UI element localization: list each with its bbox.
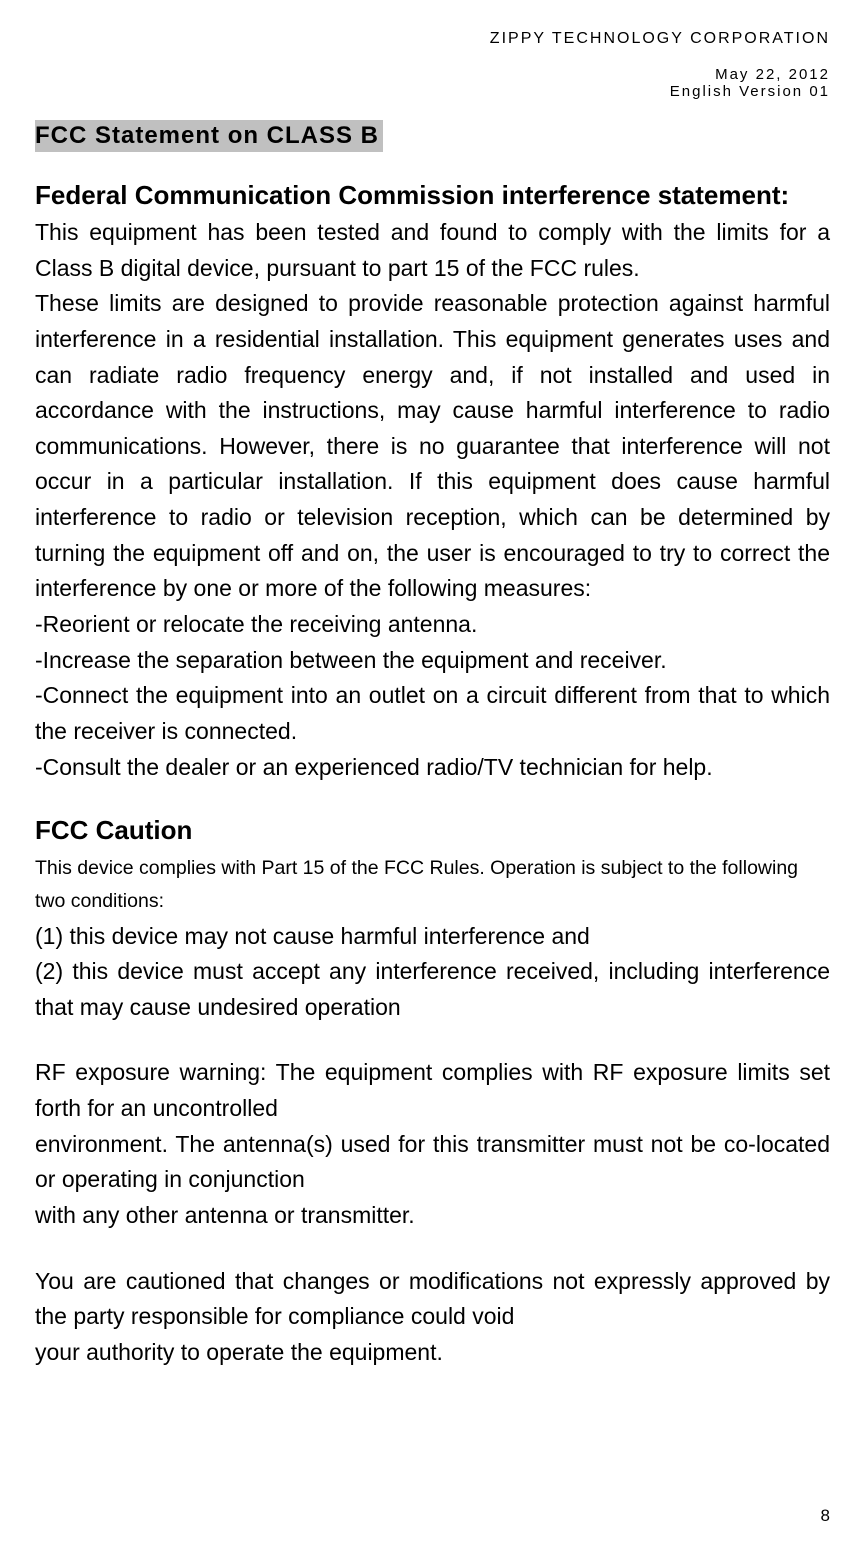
- fcc-bullet-2: -Increase the separation between the equ…: [35, 643, 830, 679]
- section-title: FCC Statement on CLASS B: [35, 120, 383, 152]
- fcc-caution-cond2: (2) this device must accept any interfer…: [35, 954, 830, 1025]
- fcc-bullet-3: -Connect the equipment into an outlet on…: [35, 678, 830, 749]
- modification-caution-2: your authority to operate the equipment.: [35, 1335, 830, 1371]
- section-title-container: FCC Statement on CLASS B: [35, 120, 830, 180]
- header-company: ZIPPY TECHNOLOGY CORPORATION: [35, 30, 830, 48]
- fcc-bullet-4: -Consult the dealer or an experienced ra…: [35, 750, 830, 786]
- fcc-caution-cond1: (1) this device may not cause harmful in…: [35, 919, 830, 955]
- fcc-bullet-1: -Reorient or relocate the receiving ante…: [35, 607, 830, 643]
- fcc-statement-heading: Federal Communication Commission interfe…: [35, 180, 830, 211]
- rf-warning-2: environment. The antenna(s) used for thi…: [35, 1127, 830, 1198]
- fcc-caution-heading: FCC Caution: [35, 815, 830, 846]
- fcc-caution-intro: This device complies with Part 15 of the…: [35, 852, 830, 918]
- rf-warning-3: with any other antenna or transmitter.: [35, 1198, 830, 1234]
- rf-warning-1: RF exposure warning: The equipment compl…: [35, 1055, 830, 1126]
- fcc-statement-para2: These limits are designed to provide rea…: [35, 286, 830, 607]
- modification-caution-1: You are cautioned that changes or modifi…: [35, 1264, 830, 1335]
- header-date: May 22, 2012: [35, 66, 830, 83]
- fcc-statement-para1: This equipment has been tested and found…: [35, 215, 830, 286]
- header-version: English Version 01: [35, 83, 830, 100]
- page-number: 8: [821, 1506, 830, 1526]
